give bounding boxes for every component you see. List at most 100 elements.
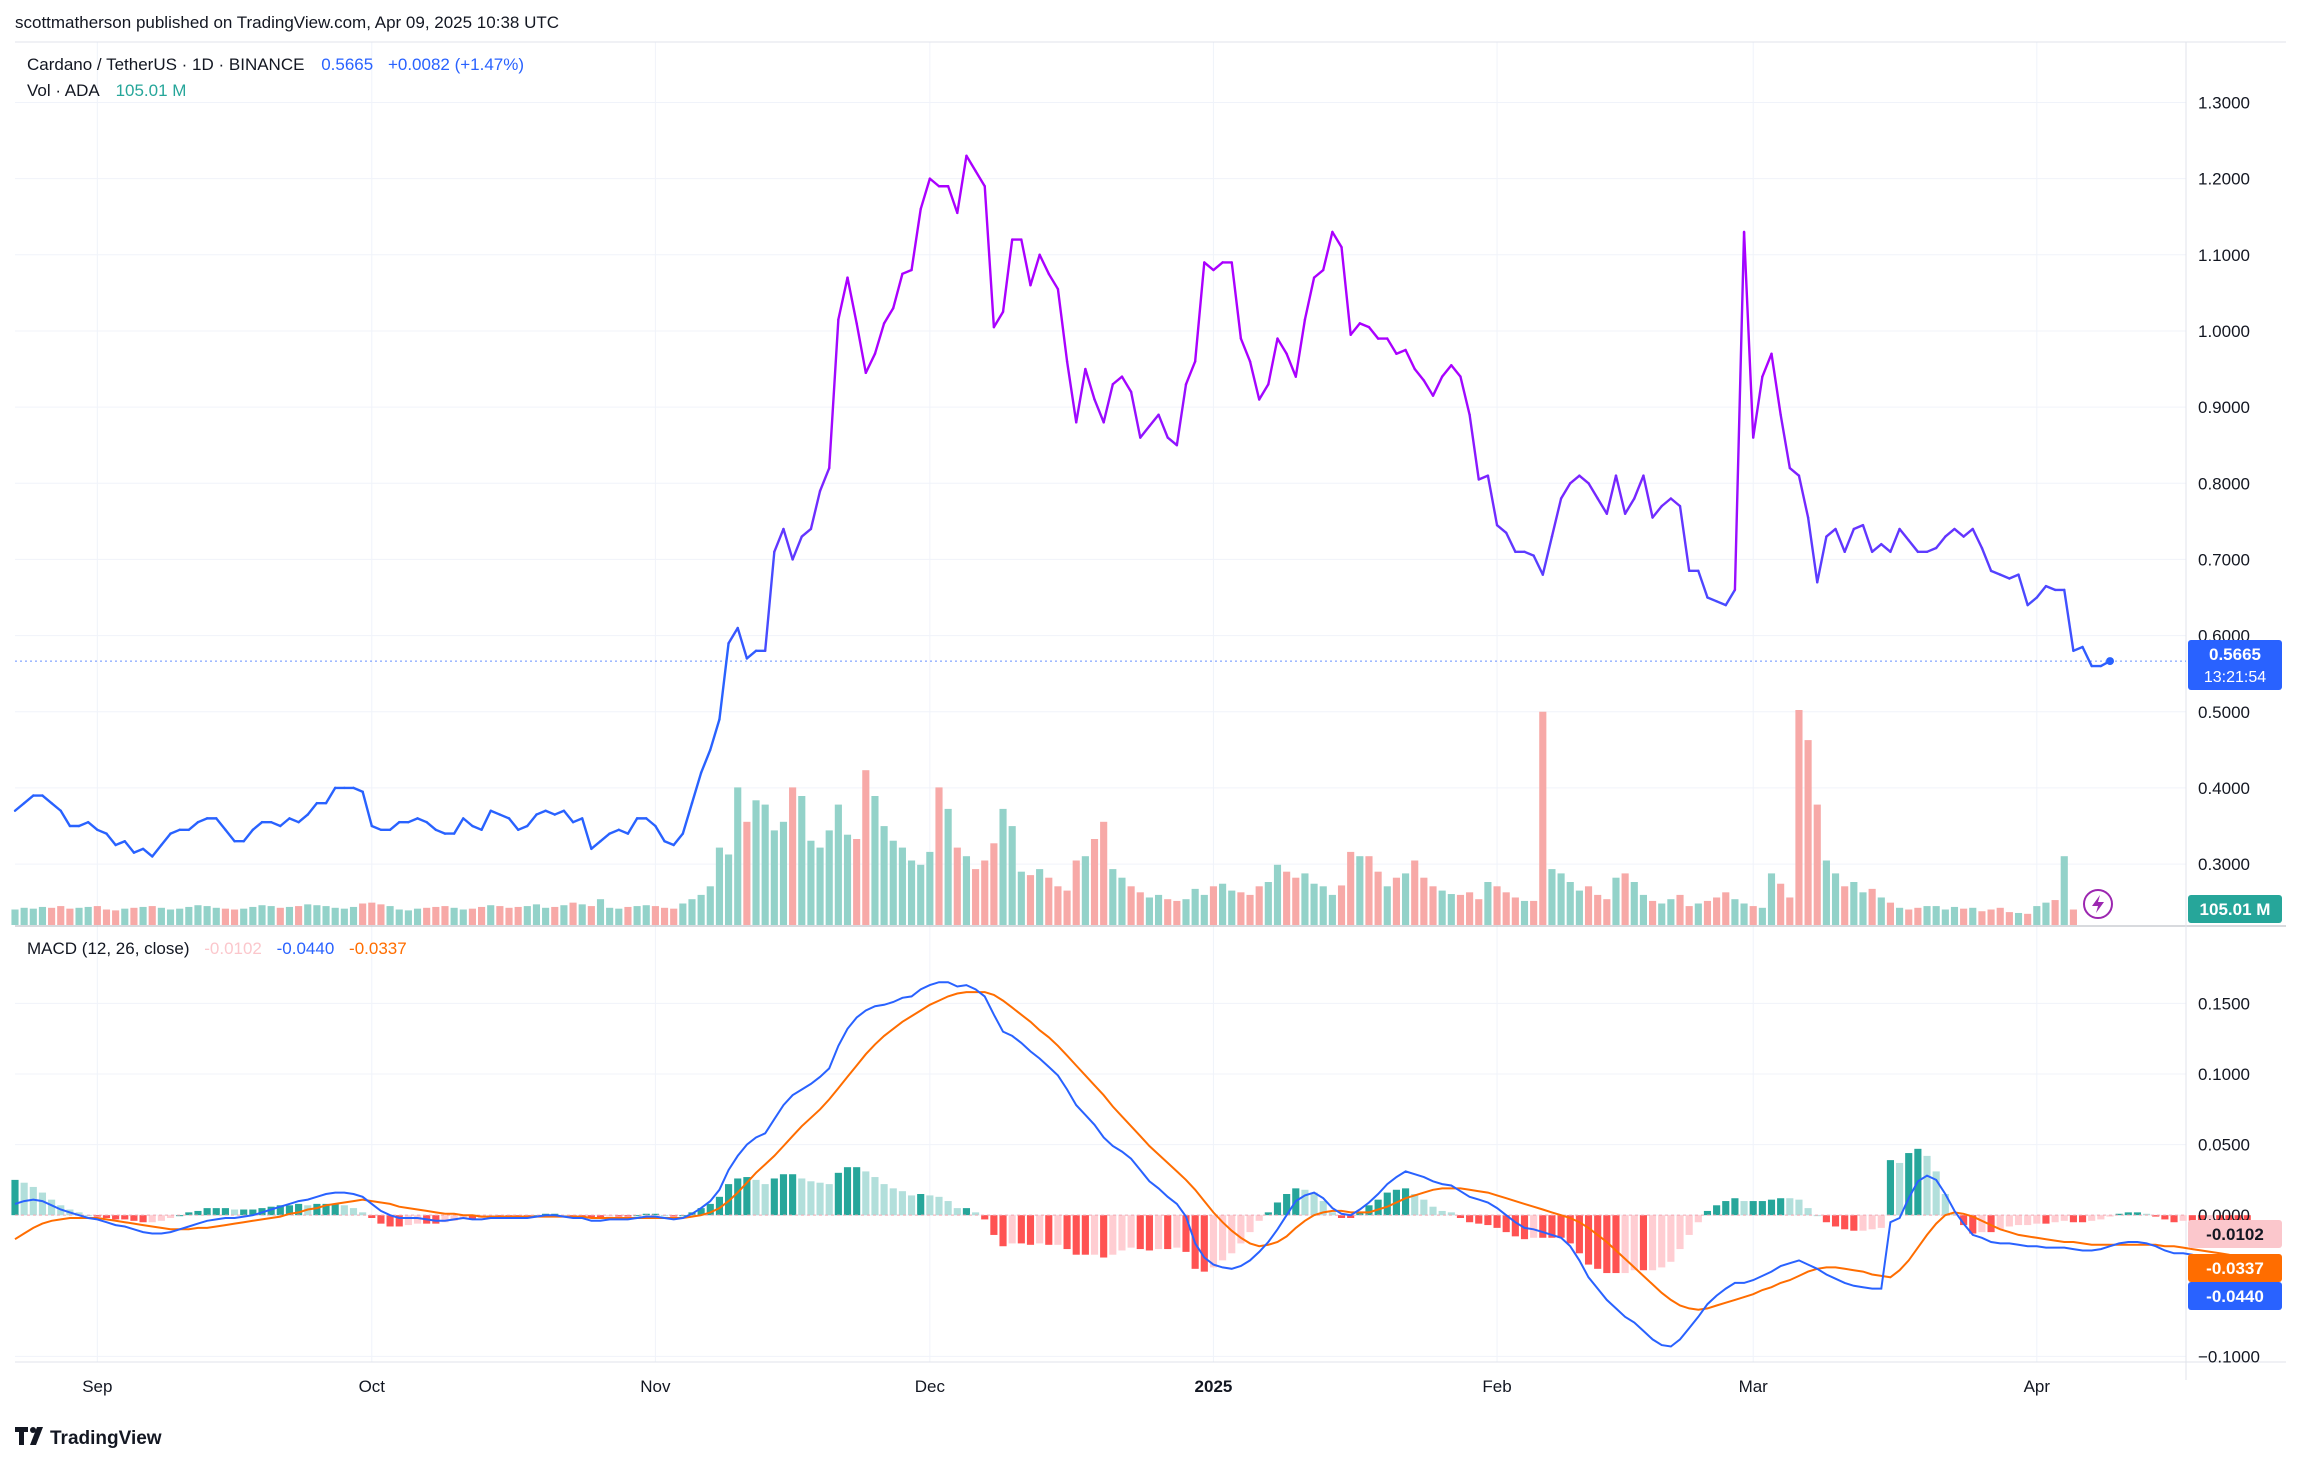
- macd-hist-bar: [1356, 1212, 1364, 1216]
- macd-hist-bar: [112, 1215, 120, 1220]
- macd-hist-bar: [386, 1215, 394, 1227]
- macd-hist-bar: [1649, 1215, 1657, 1271]
- volume-bar: [551, 906, 559, 925]
- volume-bar: [1374, 871, 1382, 925]
- volume-bar: [1548, 869, 1556, 925]
- macd-hist-bar: [1841, 1215, 1849, 1230]
- volume-bar: [130, 907, 138, 925]
- volume-bar: [304, 904, 312, 925]
- volume-bar: [1127, 886, 1135, 925]
- volume-legend[interactable]: Vol · ADA 105.01 M: [27, 81, 186, 100]
- price-tick-label: 1.1000: [2198, 246, 2250, 265]
- price-segment: [1477, 474, 1490, 481]
- volume-bar: [267, 906, 275, 925]
- price-segment: [645, 817, 657, 828]
- price-segment: [324, 786, 337, 805]
- macd-hist-bar: [166, 1215, 175, 1218]
- volume-bar: [1173, 900, 1181, 925]
- price-segment: [1340, 245, 1352, 336]
- volume-bar: [1722, 892, 1730, 925]
- price-segment: [114, 840, 126, 847]
- volume-bar: [331, 907, 339, 925]
- volume-bar: [468, 908, 476, 925]
- price-segment: [480, 809, 492, 831]
- volume-bar: [1154, 894, 1163, 925]
- volume-bar: [84, 906, 92, 925]
- price-segment: [1761, 352, 1773, 378]
- tradingview-logo-icon: [15, 1427, 43, 1445]
- signal-value: -0.0337: [349, 939, 407, 958]
- macd-hist-bar: [1036, 1215, 1044, 1244]
- price-segment: [837, 276, 849, 321]
- macd-hist-bar: [1173, 1215, 1181, 1248]
- price-badge: 0.5665 13:21:54: [2188, 640, 2282, 690]
- macd-hist-bar: [1676, 1215, 1684, 1250]
- volume-bar: [505, 907, 513, 925]
- volume-bar: [441, 906, 449, 925]
- macd-hist-bar: [2097, 1215, 2105, 1220]
- volume-bar: [761, 804, 769, 925]
- macd-hist-bar: [1255, 1215, 1263, 1221]
- time-tick-label: Apr: [2024, 1377, 2051, 1396]
- macd-hist-bar: [221, 1208, 229, 1216]
- macd-hist-bar: [1886, 1160, 1895, 1216]
- volume-bar: [1584, 886, 1593, 925]
- price-segment: [1651, 504, 1663, 519]
- hist-badge-value: -0.0102: [2206, 1225, 2264, 1244]
- price-segment: [1065, 360, 1078, 424]
- volume-bar: [121, 908, 129, 925]
- macd-legend[interactable]: MACD (12, 26, close) -0.0102 -0.0440 -0.…: [27, 939, 407, 958]
- footer-brand: TradingView: [50, 1428, 162, 1449]
- volume-bar: [1850, 882, 1858, 925]
- macd-hist-bar: [2042, 1215, 2050, 1224]
- price-segment: [1395, 348, 1407, 355]
- price-segment: [1431, 375, 1444, 397]
- volume-bar: [1667, 899, 1675, 925]
- macd-hist-bar: [1420, 1199, 1428, 1216]
- macd-hist-bar: [368, 1215, 376, 1218]
- price-segment: [1706, 596, 1718, 603]
- macd-hist-bar: [29, 1186, 37, 1216]
- time-tick-label: 2025: [1195, 1377, 1233, 1396]
- price-line: [13, 154, 2112, 858]
- price-segment: [2035, 584, 2048, 599]
- volume-bar: [2069, 909, 2077, 925]
- volume-bar: [1831, 873, 1840, 925]
- macd-hist-bar: [2179, 1215, 2187, 1221]
- price-tick-label: 1.3000: [2198, 93, 2250, 112]
- price-segment: [242, 828, 255, 843]
- macd-hist-bar: [1795, 1199, 1803, 1216]
- price-segment: [1541, 535, 1554, 576]
- price-segment: [1925, 546, 1938, 554]
- signal-badge-value: -0.0337: [2206, 1259, 2264, 1278]
- volume-bar: [432, 906, 440, 925]
- volume-bar: [1246, 894, 1254, 925]
- volume-bar: [651, 906, 659, 925]
- tradingview-logo[interactable]: TradingView: [15, 1427, 162, 1449]
- last-price-dot: [2106, 657, 2114, 666]
- volume-bar: [1539, 711, 1547, 925]
- macd-hist-bar: [871, 1177, 879, 1216]
- macd-hist-bar: [1612, 1215, 1620, 1274]
- price-segment: [1633, 474, 1645, 500]
- macd-hist-bar: [203, 1208, 211, 1216]
- macd-hist-bar: [1557, 1215, 1565, 1238]
- volume-bar: [1923, 906, 1931, 925]
- volume-bar: [1237, 892, 1245, 925]
- macd-hist-bar: [1328, 1212, 1336, 1216]
- macd-hist-bar: [624, 1215, 632, 1217]
- macd-hist-bar: [1319, 1201, 1327, 1216]
- macd-hist-bar: [651, 1213, 659, 1216]
- lightning-icon[interactable]: [2083, 889, 2113, 919]
- price-segment: [855, 322, 868, 375]
- time-tick-label: Dec: [915, 1377, 946, 1396]
- volume-bar: [1063, 890, 1071, 925]
- symbol-legend[interactable]: Cardano / TetherUS · 1D · BINANCE 0.5665…: [27, 55, 524, 74]
- price-segment: [434, 828, 447, 835]
- macd-hist-bar: [917, 1194, 925, 1216]
- volume-bar: [898, 847, 906, 925]
- price-segment: [654, 824, 666, 843]
- macd-hist-bar: [1100, 1215, 1108, 1258]
- macd-hist-bar: [459, 1215, 467, 1218]
- macd-hist-bar: [2051, 1215, 2059, 1223]
